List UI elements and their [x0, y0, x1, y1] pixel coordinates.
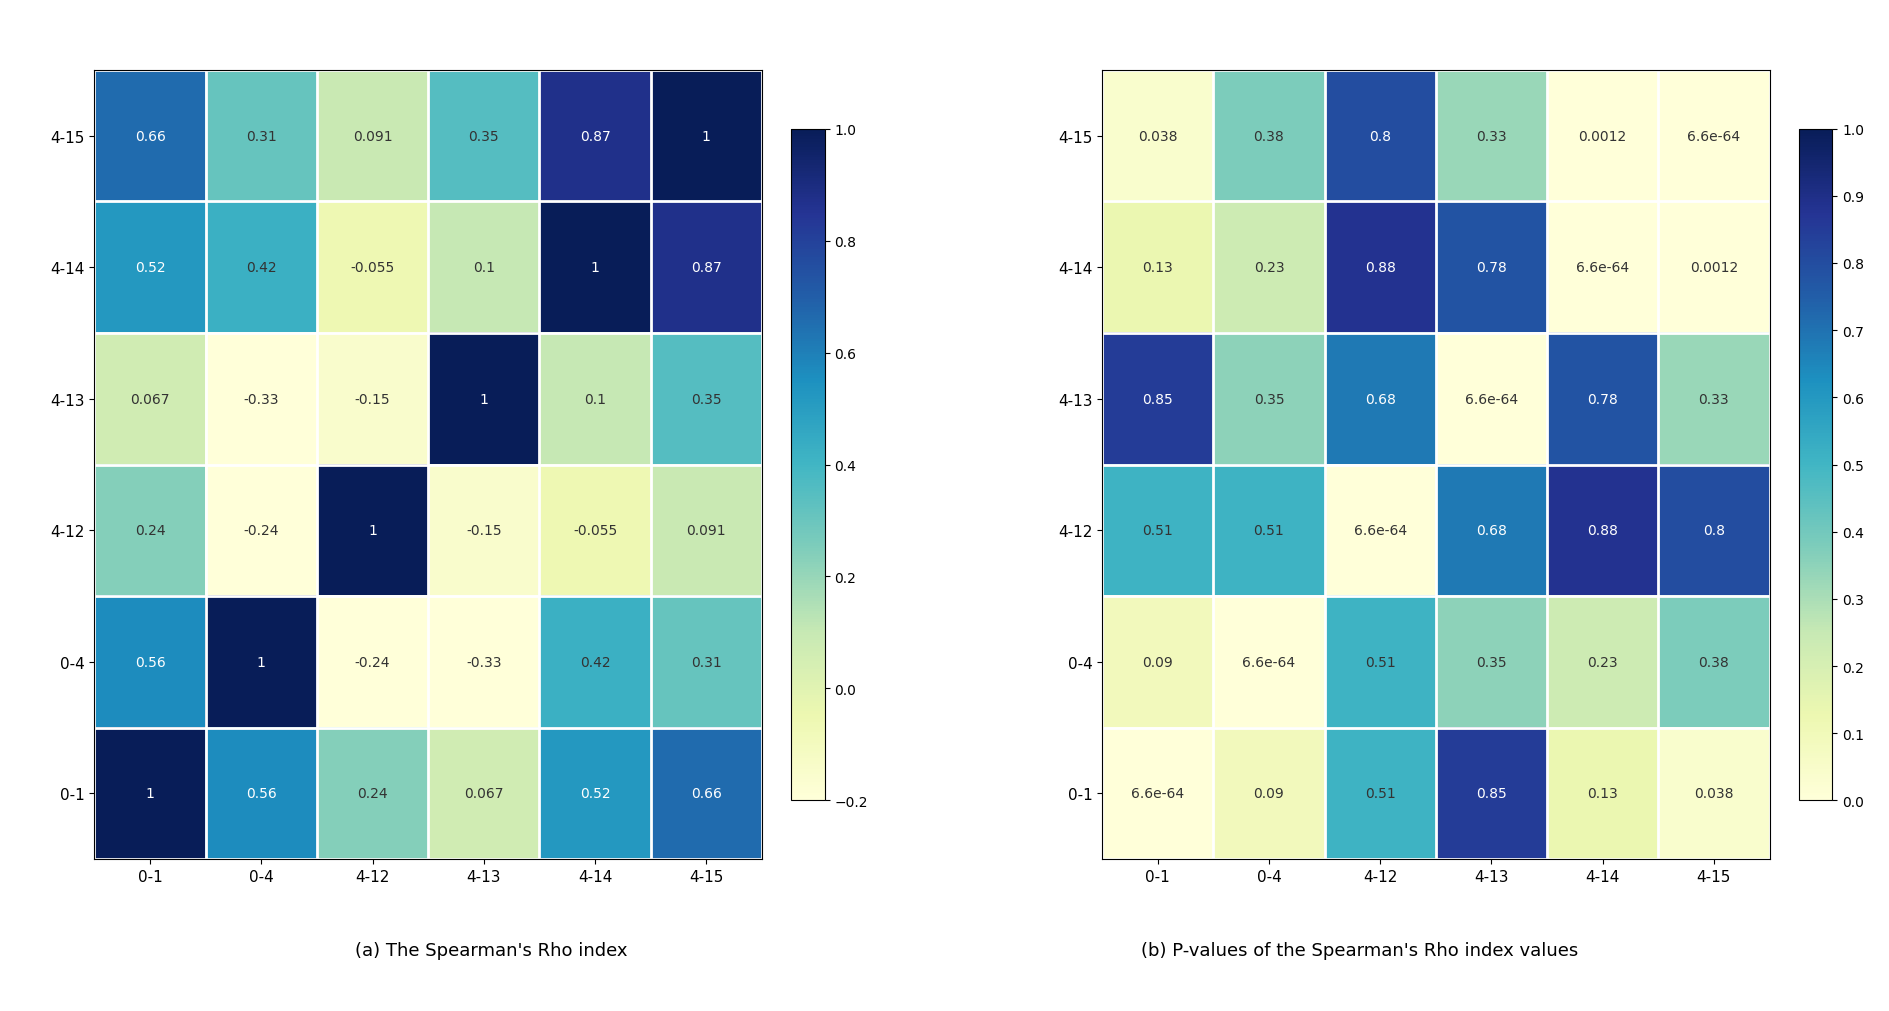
Text: 0.31: 0.31 [691, 655, 722, 669]
Text: 0.88: 0.88 [1587, 524, 1619, 538]
Text: 0.38: 0.38 [1698, 655, 1728, 669]
Text: 0.52: 0.52 [134, 261, 166, 275]
Text: -0.055: -0.055 [572, 524, 618, 538]
Text: 6.6e-64: 6.6e-64 [1354, 524, 1407, 538]
Text: 0.13: 0.13 [1587, 787, 1619, 801]
Text: 0.35: 0.35 [1254, 392, 1285, 406]
Text: 0.51: 0.51 [1143, 524, 1173, 538]
Text: 0.091: 0.091 [686, 524, 725, 538]
Text: 0.68: 0.68 [1475, 524, 1507, 538]
Text: 0.038: 0.038 [1137, 129, 1177, 144]
Text: 0.24: 0.24 [134, 524, 166, 538]
Text: -0.24: -0.24 [244, 524, 280, 538]
Text: 0.1: 0.1 [584, 392, 606, 406]
Text: 0.85: 0.85 [1475, 787, 1507, 801]
Text: 0.067: 0.067 [130, 392, 170, 406]
Text: 0.09: 0.09 [1254, 787, 1285, 801]
Text: 6.6e-64: 6.6e-64 [1687, 129, 1740, 144]
Text: 0.66: 0.66 [134, 129, 166, 144]
Text: 0.56: 0.56 [134, 655, 166, 669]
Text: 0.0012: 0.0012 [1579, 129, 1626, 144]
Text: -0.055: -0.055 [351, 261, 395, 275]
Text: 0.52: 0.52 [580, 787, 610, 801]
Text: 6.6e-64: 6.6e-64 [1132, 787, 1184, 801]
Text: -0.24: -0.24 [355, 655, 391, 669]
Text: 0.35: 0.35 [691, 392, 722, 406]
Text: 1: 1 [368, 524, 378, 538]
Text: 0.8: 0.8 [1702, 524, 1725, 538]
Text: 0.31: 0.31 [246, 129, 276, 144]
Text: -0.15: -0.15 [355, 392, 391, 406]
Text: -0.33: -0.33 [467, 655, 501, 669]
Text: 0.091: 0.091 [353, 129, 393, 144]
Text: 0.56: 0.56 [246, 787, 276, 801]
Text: 0.85: 0.85 [1143, 392, 1173, 406]
Text: 0.68: 0.68 [1364, 392, 1396, 406]
Text: (a) The Spearman's Rho index: (a) The Spearman's Rho index [355, 941, 627, 959]
Text: 0.0012: 0.0012 [1691, 261, 1738, 275]
Text: 1: 1 [703, 129, 710, 144]
Text: -0.33: -0.33 [244, 392, 280, 406]
Text: 0.42: 0.42 [580, 655, 610, 669]
Text: 0.87: 0.87 [691, 261, 722, 275]
Text: 0.78: 0.78 [1587, 392, 1619, 406]
Text: 0.09: 0.09 [1143, 655, 1173, 669]
Text: 0.87: 0.87 [580, 129, 610, 144]
Text: (b) P-values of the Spearman's Rho index values: (b) P-values of the Spearman's Rho index… [1141, 941, 1579, 959]
Text: 0.33: 0.33 [1698, 392, 1728, 406]
Text: 0.51: 0.51 [1366, 787, 1396, 801]
Text: 0.23: 0.23 [1254, 261, 1285, 275]
Text: 0.51: 0.51 [1366, 655, 1396, 669]
Text: 0.35: 0.35 [1475, 655, 1507, 669]
Text: 0.13: 0.13 [1143, 261, 1173, 275]
Text: 0.78: 0.78 [1475, 261, 1507, 275]
Text: 0.24: 0.24 [357, 787, 387, 801]
Text: 1: 1 [480, 392, 487, 406]
Text: 0.88: 0.88 [1364, 261, 1396, 275]
Text: 6.6e-64: 6.6e-64 [1243, 655, 1296, 669]
Text: 0.038: 0.038 [1694, 787, 1734, 801]
Text: 0.067: 0.067 [465, 787, 504, 801]
Text: 0.33: 0.33 [1475, 129, 1507, 144]
Text: 6.6e-64: 6.6e-64 [1575, 261, 1628, 275]
Text: 0.35: 0.35 [468, 129, 499, 144]
Text: 1: 1 [257, 655, 266, 669]
Text: 1: 1 [145, 787, 155, 801]
Text: 0.42: 0.42 [246, 261, 276, 275]
Text: 0.51: 0.51 [1254, 524, 1285, 538]
Text: 0.1: 0.1 [472, 261, 495, 275]
Text: 1: 1 [591, 261, 599, 275]
Text: -0.15: -0.15 [467, 524, 502, 538]
Text: 0.66: 0.66 [691, 787, 722, 801]
Text: 6.6e-64: 6.6e-64 [1464, 392, 1519, 406]
Text: 0.23: 0.23 [1587, 655, 1619, 669]
Text: 0.8: 0.8 [1370, 129, 1390, 144]
Text: 0.38: 0.38 [1254, 129, 1285, 144]
